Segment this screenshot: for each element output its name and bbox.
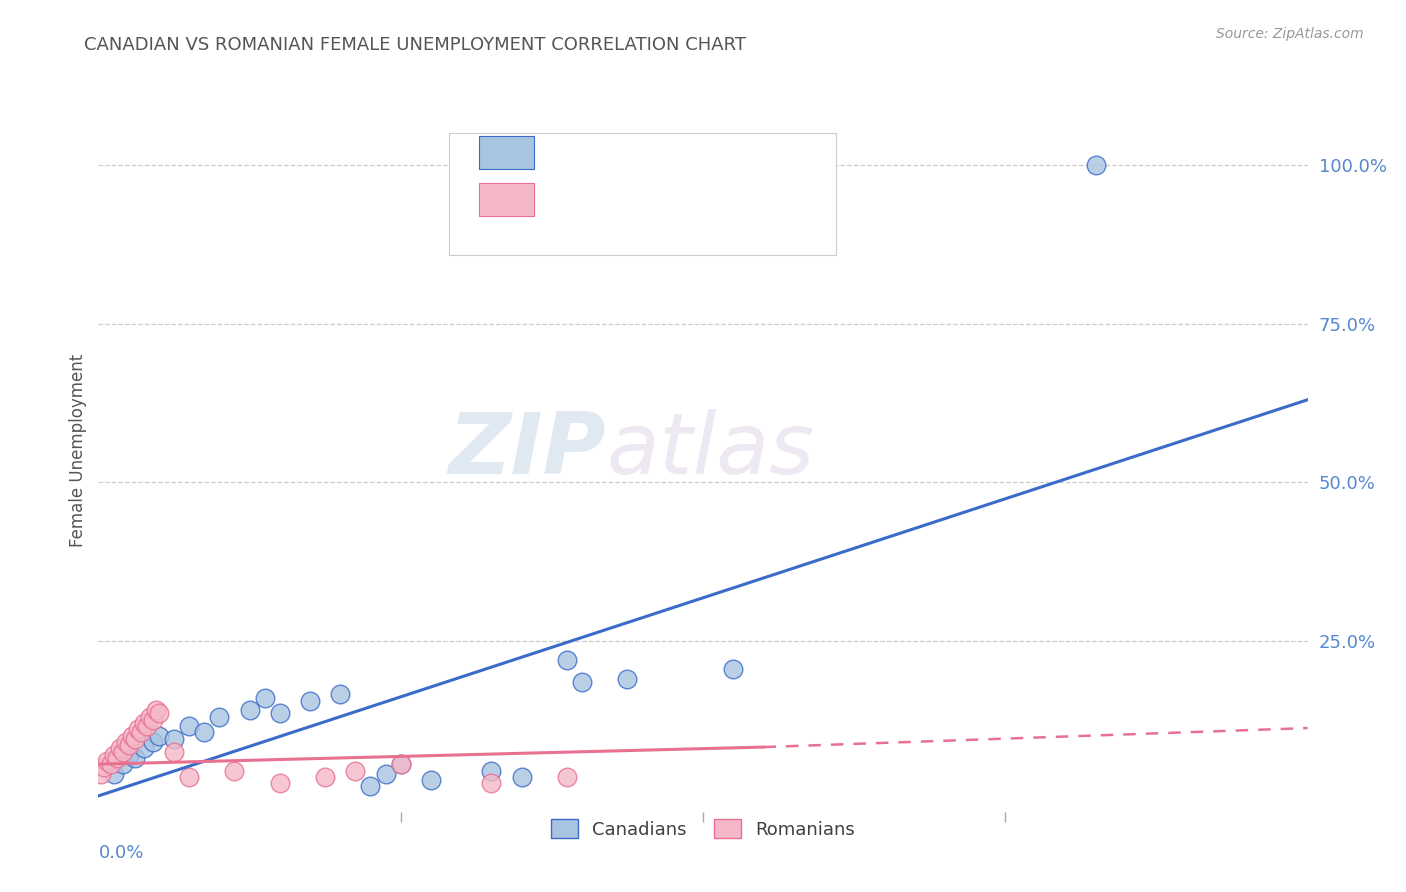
Point	[389, 757, 412, 772]
Point	[555, 652, 578, 666]
Point	[111, 757, 134, 772]
FancyBboxPatch shape	[479, 183, 534, 216]
Point	[253, 690, 276, 705]
Point	[193, 725, 215, 739]
Point	[208, 709, 231, 723]
Point	[124, 731, 146, 746]
Text: CANADIAN VS ROMANIAN FEMALE UNEMPLOYMENT CORRELATION CHART: CANADIAN VS ROMANIAN FEMALE UNEMPLOYMENT…	[84, 36, 747, 54]
Point	[420, 772, 443, 787]
Point	[481, 764, 503, 778]
Text: atlas: atlas	[606, 409, 814, 492]
Text: R = 0.694    N = 27: R = 0.694 N = 27	[551, 144, 742, 161]
Point	[114, 735, 136, 749]
Point	[100, 757, 122, 772]
Point	[103, 747, 125, 762]
Point	[389, 757, 412, 772]
Point	[148, 706, 170, 721]
Text: R = 0.143    N = 29: R = 0.143 N = 29	[551, 190, 742, 209]
Point	[224, 764, 246, 778]
Point	[90, 766, 112, 780]
Point	[269, 706, 291, 721]
Point	[96, 754, 118, 768]
Point	[108, 741, 131, 756]
Point	[329, 688, 352, 702]
Point	[145, 703, 167, 717]
Point	[571, 674, 593, 689]
Point	[139, 709, 162, 723]
Point	[179, 770, 201, 784]
Point	[299, 694, 322, 708]
Point	[103, 766, 125, 780]
FancyBboxPatch shape	[449, 133, 837, 255]
Point	[481, 776, 503, 790]
Point	[374, 766, 396, 780]
Point	[1085, 158, 1108, 172]
Point	[132, 741, 155, 756]
Point	[314, 770, 336, 784]
Point	[132, 716, 155, 731]
Point	[510, 770, 533, 784]
Point	[148, 729, 170, 743]
Text: Source: ZipAtlas.com: Source: ZipAtlas.com	[1216, 27, 1364, 41]
Point	[163, 744, 186, 758]
Point	[723, 662, 745, 676]
Point	[127, 723, 149, 737]
Point	[179, 719, 201, 733]
Text: 0.0%: 0.0%	[98, 844, 143, 863]
Point	[118, 738, 141, 752]
FancyBboxPatch shape	[479, 136, 534, 169]
Point	[105, 751, 128, 765]
Point	[616, 672, 638, 686]
Text: ZIP: ZIP	[449, 409, 606, 492]
Point	[93, 760, 115, 774]
Point	[124, 751, 146, 765]
Point	[142, 735, 165, 749]
Point	[142, 713, 165, 727]
Point	[129, 725, 152, 739]
Point	[239, 703, 262, 717]
Point	[163, 731, 186, 746]
Point	[555, 770, 578, 784]
Legend: Canadians, Romanians: Canadians, Romanians	[544, 813, 862, 846]
Point	[111, 744, 134, 758]
Point	[344, 764, 367, 778]
Point	[135, 719, 157, 733]
Point	[269, 776, 291, 790]
Point	[121, 729, 143, 743]
Point	[118, 747, 141, 762]
Point	[360, 780, 382, 794]
Y-axis label: Female Unemployment: Female Unemployment	[69, 354, 87, 547]
